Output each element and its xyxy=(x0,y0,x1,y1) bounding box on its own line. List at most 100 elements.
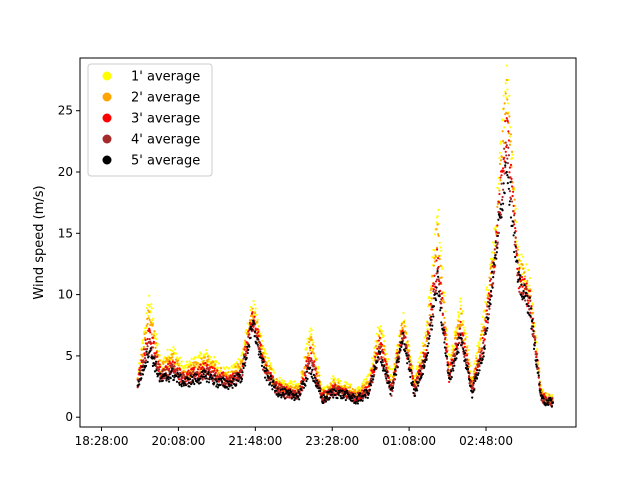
data-point xyxy=(479,337,482,341)
data-point xyxy=(514,219,517,222)
data-point xyxy=(298,398,301,401)
data-point xyxy=(461,341,464,344)
data-point xyxy=(219,367,223,370)
data-point xyxy=(376,326,379,329)
data-point xyxy=(267,376,270,380)
data-point xyxy=(314,381,317,384)
data-point xyxy=(211,366,214,369)
data-point xyxy=(393,362,396,366)
data-point xyxy=(238,373,242,377)
data-point xyxy=(400,324,403,327)
data-point xyxy=(503,192,506,195)
data-point xyxy=(511,220,515,223)
data-point xyxy=(282,385,285,389)
data-point xyxy=(284,392,288,395)
data-point xyxy=(146,345,149,348)
data-point xyxy=(144,364,148,367)
data-point xyxy=(165,379,168,382)
data-point xyxy=(180,360,183,363)
data-point xyxy=(421,342,424,345)
data-point xyxy=(290,386,293,389)
data-point xyxy=(150,303,153,306)
data-point xyxy=(480,323,483,326)
data-point xyxy=(502,94,505,97)
data-point xyxy=(237,380,240,383)
data-point xyxy=(313,360,316,363)
data-point xyxy=(238,366,242,369)
data-point xyxy=(199,381,202,384)
data-point xyxy=(487,313,491,316)
data-point xyxy=(396,352,399,355)
data-point xyxy=(498,216,502,219)
data-point xyxy=(278,376,281,379)
data-point xyxy=(305,370,309,373)
data-point xyxy=(532,347,536,350)
data-point xyxy=(439,309,442,312)
data-point xyxy=(499,159,503,162)
data-point xyxy=(429,324,432,327)
data-point xyxy=(535,353,538,356)
data-point xyxy=(254,311,257,315)
data-point xyxy=(299,393,302,396)
data-point xyxy=(462,334,465,337)
data-point xyxy=(375,332,378,335)
data-point xyxy=(312,352,315,355)
data-point xyxy=(521,267,525,270)
data-point xyxy=(509,163,513,166)
data-point xyxy=(537,371,540,374)
data-point xyxy=(374,355,377,359)
data-point xyxy=(516,274,519,277)
data-point xyxy=(362,397,365,400)
data-point xyxy=(237,357,240,361)
data-point xyxy=(501,130,504,133)
data-point xyxy=(366,396,369,399)
data-point xyxy=(503,126,506,129)
data-point xyxy=(510,165,513,168)
data-point xyxy=(440,249,443,252)
data-point xyxy=(525,285,528,288)
data-point xyxy=(524,299,527,302)
data-point xyxy=(484,301,487,304)
data-point xyxy=(312,341,315,344)
data-point xyxy=(422,366,426,369)
data-point xyxy=(197,356,200,359)
data-point xyxy=(468,378,471,381)
data-point xyxy=(527,305,530,308)
data-point xyxy=(334,383,337,386)
data-point xyxy=(268,364,271,368)
data-point xyxy=(389,373,393,377)
data-point xyxy=(458,325,461,328)
data-point xyxy=(227,383,230,386)
data-point xyxy=(345,389,348,392)
data-point xyxy=(481,315,484,318)
data-point xyxy=(492,276,495,279)
data-point xyxy=(141,339,145,342)
data-point xyxy=(363,389,366,392)
data-point xyxy=(414,383,418,386)
data-point xyxy=(500,156,504,159)
data-point xyxy=(265,352,268,355)
data-point xyxy=(495,244,498,248)
data-point xyxy=(172,378,175,382)
legend-label: 5' average xyxy=(131,154,200,169)
data-point xyxy=(279,391,282,394)
data-point xyxy=(306,356,309,359)
data-point xyxy=(531,325,535,328)
data-point xyxy=(253,335,256,338)
data-point xyxy=(259,348,262,351)
data-point xyxy=(266,369,269,372)
data-point xyxy=(240,368,243,371)
data-point xyxy=(463,345,466,348)
data-point xyxy=(199,363,202,366)
data-point xyxy=(498,162,502,165)
data-point xyxy=(384,375,387,378)
data-point xyxy=(429,318,432,321)
data-point xyxy=(431,324,434,327)
data-point xyxy=(434,299,438,302)
legend-marker xyxy=(102,113,112,123)
data-point xyxy=(148,318,151,322)
data-point xyxy=(451,367,454,370)
data-point xyxy=(363,384,366,387)
data-point xyxy=(288,396,291,399)
data-point xyxy=(151,336,154,339)
